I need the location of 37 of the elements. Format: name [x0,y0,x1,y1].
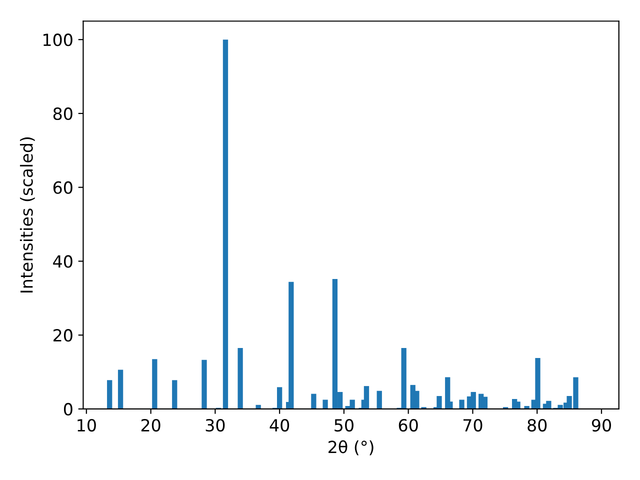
bar [322,400,328,409]
x-tick-label: 10 [78,418,96,432]
x-tick-label: 90 [592,418,611,432]
bar [172,380,178,409]
bar [118,370,124,409]
bar [482,396,488,409]
bar [364,386,370,409]
bar [152,359,158,409]
bar [376,390,382,409]
bar [535,358,540,409]
bar [401,348,406,409]
bar [222,40,228,409]
bar [311,394,316,409]
bar [202,360,207,409]
y-tick-label: 100 [43,34,72,46]
x-tick-label: 30 [206,418,225,432]
y-tick-label: 60 [53,181,72,194]
x-tick-label: 70 [463,418,482,432]
bar [107,380,112,409]
x-tick-label: 20 [141,418,160,432]
y-tick-label: 0 [64,402,72,416]
bar [436,396,442,409]
bar [470,392,476,409]
y-tick-label: 40 [53,255,72,268]
x-tick-label: 50 [334,418,354,432]
bar [515,402,520,409]
x-tick-label: 60 [398,418,418,432]
bar [524,406,530,409]
bar [238,348,243,409]
y-axis-title: Intensities (scaled) [20,137,35,292]
y-tick-label: 20 [53,329,72,342]
x-tick-label: 40 [270,418,290,432]
y-tick-label: 80 [53,107,72,120]
x-axis-title: 2θ (°) [328,440,374,456]
x-tick-label: 80 [528,418,547,432]
bar [288,282,294,409]
bar [459,400,464,409]
